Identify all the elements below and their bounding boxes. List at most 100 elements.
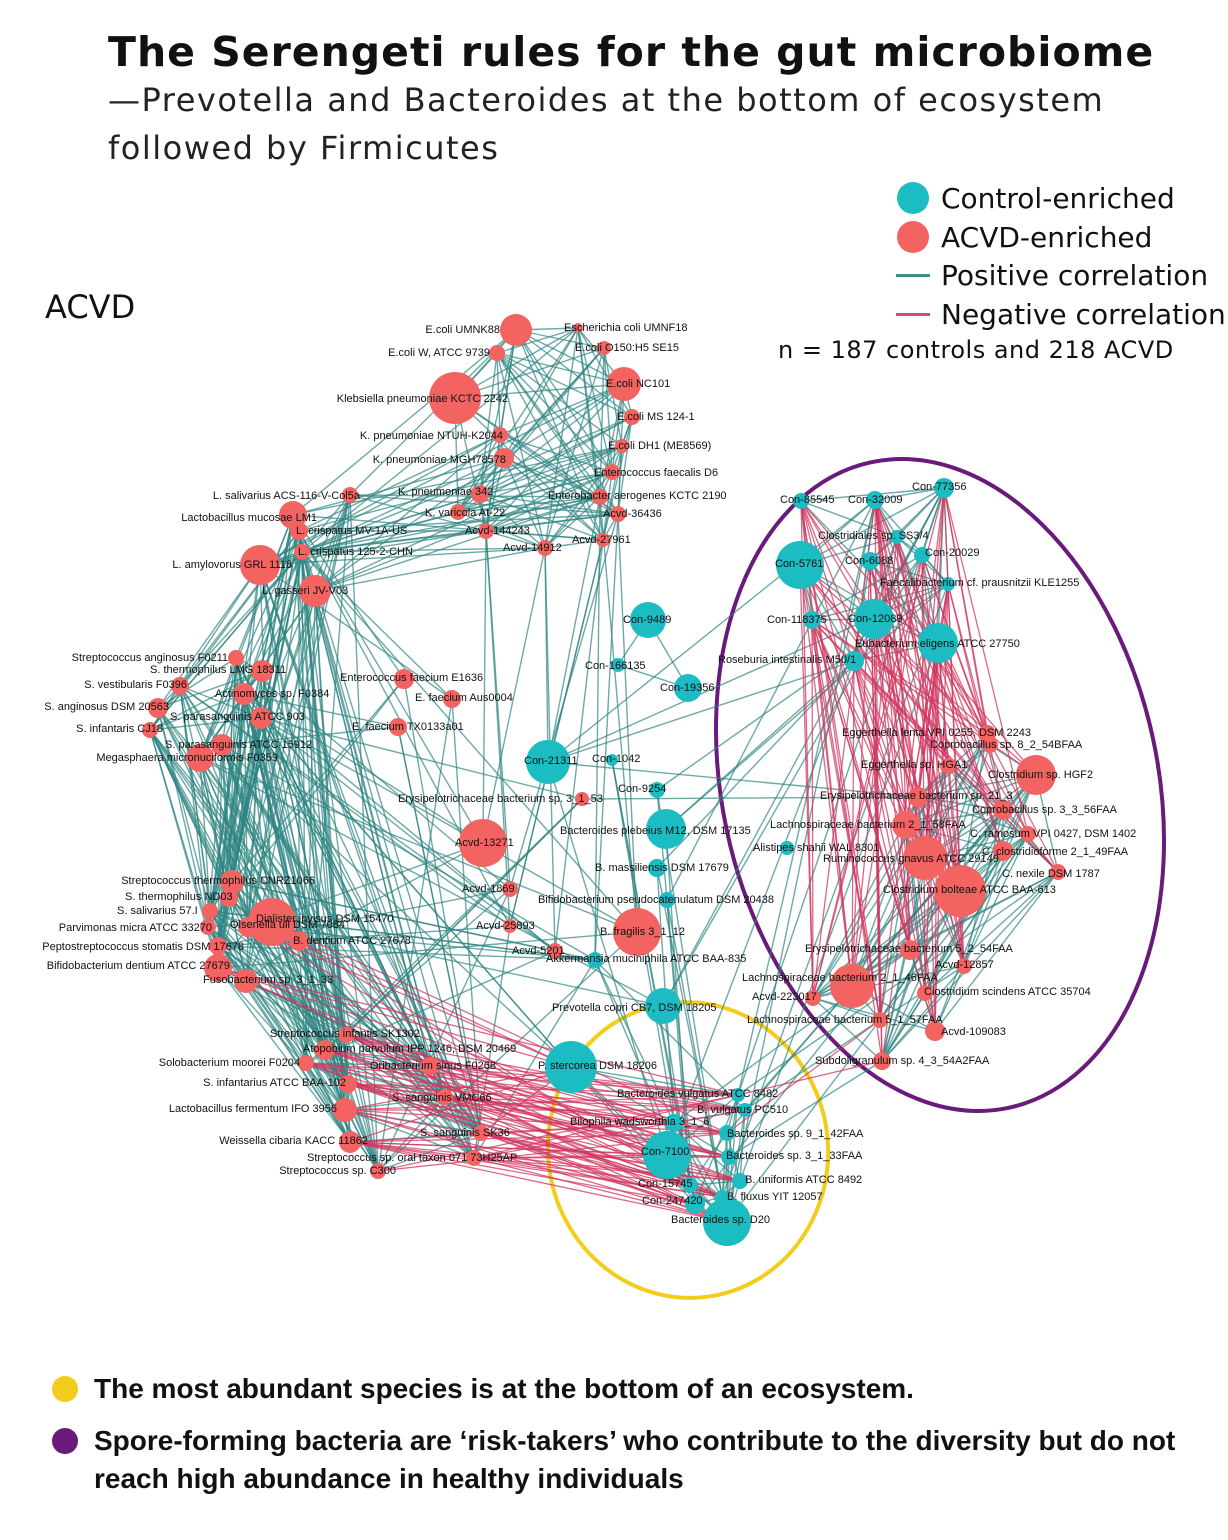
negative-edge — [800, 500, 883, 1062]
node-label-e-coli-w-atcc-9739: E.coli W, ATCC 9739 — [388, 347, 490, 359]
positive-edge — [934, 965, 965, 1032]
positive-edge — [149, 551, 303, 731]
node-e-coli-ms-124-1 — [624, 409, 640, 425]
positive-edge — [207, 744, 223, 928]
node-e-faecium-aus0004 — [443, 690, 461, 708]
node-label-k-pneumoniae-ntuh-k2044: K. pneumoniae NTUH-K2044 — [360, 430, 503, 442]
positive-edge — [544, 539, 604, 549]
node-label-atopobium-parvulum-ipp-1246-dsm-20469: Atopobium parvulum IPP 1246, DSM 20469 — [303, 1043, 516, 1055]
node-label-con-85545: Con-85545 — [780, 494, 834, 506]
positive-edge — [271, 921, 346, 1111]
positive-edge — [874, 487, 945, 501]
negative-edge — [873, 618, 926, 994]
positive-edge — [349, 494, 379, 1172]
node-s-thermophilus-lmg-18311 — [251, 660, 273, 682]
node-l-crispatus-mv-1a-us — [290, 522, 308, 540]
positive-edge — [324, 798, 583, 1051]
positive-edge — [934, 871, 1059, 1032]
negative-edge — [799, 564, 1037, 776]
positive-edge — [157, 707, 211, 912]
node-label-c-clostridioforme-2-1-49faa: C. clostridioforme 2_1_49FAA — [982, 846, 1129, 858]
negative-edge — [347, 1083, 723, 1198]
negative-edge — [217, 967, 572, 1068]
positive-edge — [221, 657, 237, 746]
positive-edge — [602, 471, 613, 541]
node-bacteroides-sp-9-1-42faa — [719, 1125, 735, 1141]
node-clostridium-bolteae-atcc-baa-613 — [934, 865, 986, 917]
negative-edge — [217, 967, 739, 1096]
node-con-21311 — [526, 740, 570, 784]
positive-edge — [881, 965, 965, 1062]
positive-edge — [599, 383, 625, 498]
node-oribacterium-sinus-f0268 — [421, 1057, 439, 1075]
node-s-sanguinis-sk36 — [473, 1125, 489, 1141]
node-s-infantarius-atcc-baa-102 — [339, 1075, 357, 1093]
node-clostridium-sp-hgf2 — [1016, 755, 1056, 795]
positive-edge — [479, 416, 633, 495]
node-label-b-fragilis-3-1-12: B. fragilis 3_1_12 — [600, 926, 685, 938]
node-faecalibacterium-cf-prausnitzii-kle1255 — [941, 577, 955, 591]
legend-negative-label: Negative correlation — [941, 297, 1226, 331]
node-bilophila-wadsworthia-3-1-6 — [665, 1114, 683, 1132]
positive-edge — [454, 383, 625, 399]
node-label-l-salivarius-acs-116-v-col5a: L. salivarius ACS-116-V-Col5a — [213, 490, 361, 502]
negative-edge — [873, 618, 911, 951]
positive-edge — [547, 761, 919, 798]
positive-edge — [243, 693, 572, 1068]
positive-edge — [812, 733, 988, 999]
footer-purple-text: Spore-forming bacteria are ‘risk-takers’… — [94, 1425, 1176, 1494]
positive-edge — [314, 496, 601, 592]
node-fusobacterium-sp-3-1-33 — [234, 969, 258, 993]
negative-edge — [473, 1157, 723, 1198]
positive-edge — [496, 327, 579, 354]
node-prevotella-copri-cb7-dsm-18205 — [645, 988, 681, 1024]
node-b-massiliensis-dsm-17679 — [648, 859, 666, 877]
node-con-1042 — [606, 754, 618, 766]
purple-ellipse — [713, 457, 1167, 1113]
node-acvd-5201 — [547, 943, 563, 959]
node-lachnospiraceae-bacterium-5-1-57faa — [872, 1012, 888, 1028]
positive-edge — [744, 1019, 881, 1111]
positive-edge — [349, 494, 487, 532]
negative-edge — [737, 1060, 883, 1096]
positive-edge — [599, 496, 638, 933]
node-label-lactobacillus-mucosae-lm1: Lactobacillus mucosae LM1 — [181, 512, 317, 524]
positive-edge — [721, 1132, 728, 1198]
node-label-l-crispatus-mv-1a-us: L. crispatus MV-1A-US — [296, 525, 407, 537]
node-label-con-19356: Con-19356 — [660, 682, 714, 694]
negative-edge — [853, 660, 911, 951]
node-dialister-invisus-dsm-15470 — [248, 898, 296, 946]
node-label-dialister-invisus-dsm-15470: Dialister invisus DSM 15470 — [256, 913, 394, 925]
positive-edge — [963, 833, 1029, 967]
positive-edge — [260, 717, 556, 952]
purple-dot-icon — [52, 1428, 78, 1454]
positive-edge — [179, 685, 511, 927]
node-label-s-infantaris-cj18: S. infantaris CJ18 — [76, 723, 163, 735]
node-label-lachnospiraceae-bacterium-2-1-58faa: Lachnospiraceae bacterium 2_1_58FAA — [770, 819, 966, 831]
node-label-s-salivarius-57-i: S. salivarius 57.I — [117, 905, 198, 917]
positive-edge — [673, 1122, 730, 1158]
legend-acvd-label: ACVD-enriched — [941, 220, 1153, 254]
positive-edge — [243, 693, 556, 952]
node-label-e-coli-umnk88: E.coli UMNK88 — [425, 324, 500, 336]
negative-edge — [349, 1141, 728, 1223]
node-label-l-amylovorus-grl-1118: L. amylovorus GRL 1118 — [172, 559, 292, 571]
positive-edge — [726, 1019, 881, 1223]
negative-edge — [271, 921, 728, 1134]
negative-edge — [349, 1066, 572, 1143]
footer-notes: The most abundant species is at the bott… — [52, 1370, 1202, 1512]
node-label-l-gasseri-jv-v03: L. gasseri JV-V03 — [262, 585, 348, 597]
node-acvd-27961 — [596, 533, 610, 547]
negative-edge — [349, 1141, 691, 1186]
negative-edge — [377, 1094, 739, 1172]
node-label-acvd-109083: Acvd-109083 — [941, 1026, 1006, 1038]
node-s-sanguinis-vmc66 — [437, 1089, 453, 1105]
node-l-salivarius-acs-116-v-col5a — [342, 487, 358, 503]
node-lachnospiraceae-bacterium-2-1-58faa — [892, 811, 920, 839]
negative-edge — [799, 564, 853, 987]
positive-edge — [207, 693, 245, 928]
node-label-coprobacillus-sp-8-2-54bfaa: Coprobacillus sp. 8_2_54BFAA — [930, 739, 1083, 751]
negative-edge — [811, 619, 1037, 776]
negative-edge — [811, 619, 936, 1032]
negative-edge — [812, 554, 923, 999]
